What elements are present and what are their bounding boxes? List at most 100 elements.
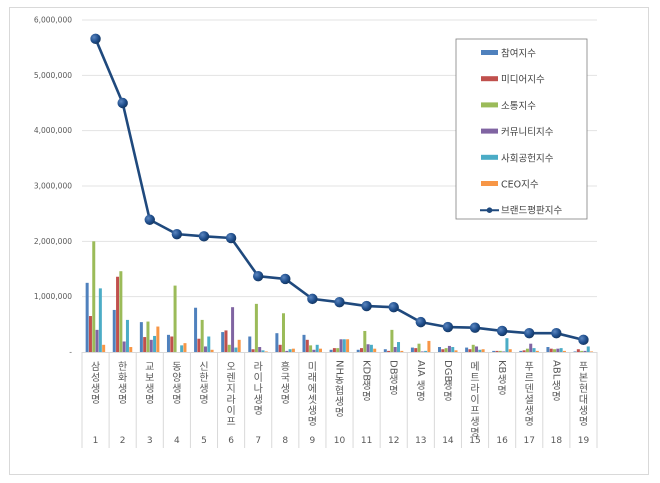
svg-text:렌: 렌 [226, 372, 235, 384]
svg-text:흥: 흥 [281, 360, 290, 373]
svg-text:푸: 푸 [525, 362, 534, 373]
bar [329, 349, 333, 352]
bar [424, 350, 428, 352]
svg-text:양: 양 [172, 372, 181, 384]
rank-number: 4 [174, 436, 180, 446]
svg-text:생: 생 [389, 374, 398, 386]
svg-text:명: 명 [199, 394, 208, 406]
bar [502, 351, 506, 352]
svg-text:교: 교 [145, 362, 154, 373]
bar [85, 282, 89, 352]
bar [210, 349, 214, 352]
bar [180, 345, 184, 352]
svg-text:한: 한 [118, 361, 127, 373]
svg-text:이: 이 [470, 394, 479, 406]
bar [312, 349, 316, 352]
svg-text:라: 라 [226, 394, 235, 406]
rank-number: 9 [310, 436, 316, 446]
bar [278, 344, 282, 352]
bar [146, 321, 150, 352]
bar [251, 349, 255, 352]
bar [478, 349, 482, 352]
svg-text:지: 지 [226, 383, 235, 395]
legend-item: 커뮤니티지수 [481, 127, 554, 138]
svg-text:화: 화 [118, 372, 127, 384]
line-marker [171, 228, 183, 240]
svg-text:라: 라 [254, 361, 263, 373]
legend-item: 미디어지수 [481, 75, 545, 86]
bar [400, 350, 404, 352]
rank-number: 5 [201, 436, 207, 446]
bar [143, 337, 147, 352]
svg-text:생: 생 [579, 405, 588, 417]
bar [224, 330, 228, 352]
x-axis-categories: 삼성생명1한화생명2교보생명3동양생명4신한생명5오렌지라이프6라이나생명7흥국… [81, 352, 598, 448]
legend-swatch-icon [481, 181, 498, 186]
rank-number: 12 [388, 436, 399, 446]
bar [318, 348, 322, 352]
bar [227, 344, 231, 352]
svg-text:명: 명 [281, 394, 290, 406]
svg-text:동: 동 [172, 361, 181, 373]
bar [197, 338, 201, 352]
bar [546, 347, 550, 352]
bar [237, 339, 241, 352]
bar [498, 350, 502, 352]
rank-number: 13 [415, 436, 426, 446]
bar [549, 348, 553, 352]
svg-text:푸: 푸 [579, 362, 588, 373]
rank-number: 7 [255, 436, 261, 446]
rank-number: 10 [334, 436, 346, 446]
bar [302, 334, 306, 352]
svg-text:KDB: KDB [361, 360, 372, 381]
bar [288, 349, 292, 352]
bar [291, 348, 295, 352]
bar [492, 350, 496, 352]
svg-text:삼: 삼 [91, 361, 100, 373]
bar [465, 347, 469, 352]
bar [471, 344, 475, 352]
svg-text:명: 명 [470, 427, 479, 439]
svg-text:명: 명 [443, 391, 452, 403]
svg-text:셋: 셋 [308, 394, 317, 406]
y-tick-label: 3,000,000 [34, 182, 72, 191]
bar [116, 276, 120, 352]
bar [264, 351, 268, 352]
legend-swatch-icon [481, 76, 498, 82]
svg-text:셜: 셜 [525, 394, 534, 406]
rank-number: 16 [496, 436, 508, 446]
bar [414, 348, 418, 352]
rank-number: 1 [93, 436, 99, 446]
y-tick-label: 2,000,000 [34, 237, 72, 246]
svg-text:명: 명 [389, 385, 398, 397]
line-marker [524, 327, 535, 339]
y-gridlines [82, 19, 597, 298]
rank-number: 3 [147, 436, 153, 446]
bar [583, 350, 587, 352]
bar [495, 350, 499, 352]
line-marker [144, 214, 155, 225]
rank-number: 18 [551, 436, 563, 446]
bar [522, 350, 526, 352]
bar [183, 343, 187, 352]
svg-text:농: 농 [335, 374, 344, 386]
bar [529, 343, 533, 352]
bar [200, 319, 204, 352]
bar [92, 241, 96, 352]
svg-text:생: 생 [145, 383, 154, 395]
bar [102, 344, 106, 352]
legend-item: 참여지수 [481, 48, 536, 60]
bar [447, 345, 451, 352]
legend-label: CEO지수 [501, 180, 539, 191]
bar [441, 349, 445, 352]
legend-swatch-icon [481, 128, 498, 134]
rank-number: 19 [578, 436, 590, 446]
